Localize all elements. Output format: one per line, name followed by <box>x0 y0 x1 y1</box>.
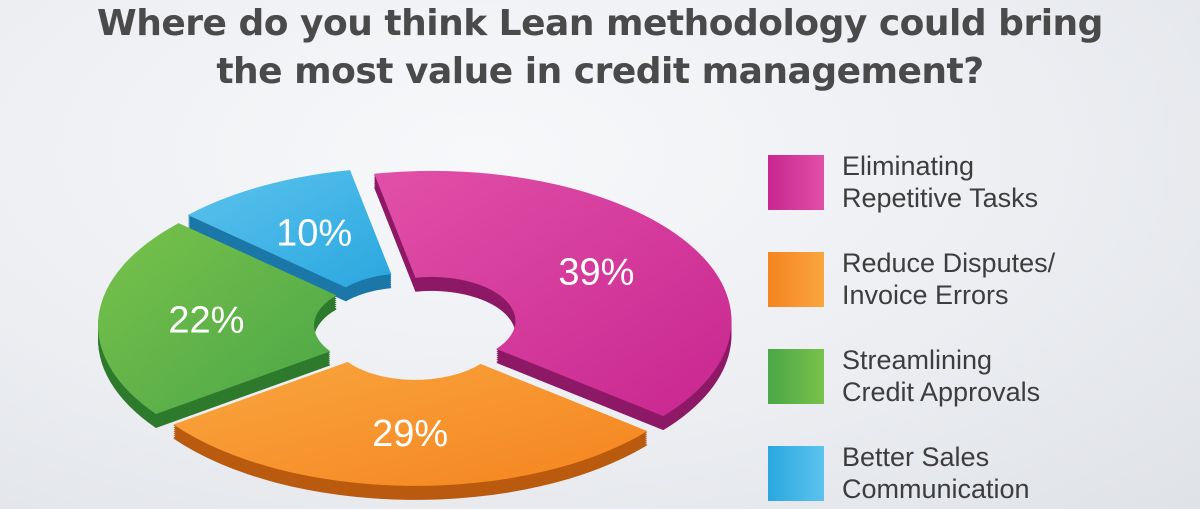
value-label-1: 29% <box>372 413 448 455</box>
legend-item-eliminating-repetitive-tasks: Eliminating Repetitive Tasks <box>768 150 1188 213</box>
donut-chart: 39% 29% 22% 10% <box>98 170 732 500</box>
legend-label-line: Repetitive Tasks <box>842 183 1039 213</box>
value-label-3: 10% <box>276 213 352 255</box>
legend-item-streamlining-credit-approvals: Streamlining Credit Approvals <box>768 344 1188 407</box>
slice-top-3 <box>187 170 392 288</box>
chart-title: Where do you think Lean methodology coul… <box>0 0 1200 96</box>
value-labels: 39% 29% 22% 10% <box>168 213 634 455</box>
value-label-2: 22% <box>168 300 244 342</box>
legend-item-better-sales-communication: Better Sales Communication <box>768 441 1188 504</box>
legend-item-reduce-disputes: Reduce Disputes/ Invoice Errors <box>768 247 1188 310</box>
legend-swatch <box>768 155 824 210</box>
legend-label-line: Reduce Disputes/ <box>842 248 1056 278</box>
legend-label-line: Better Sales <box>842 442 990 472</box>
legend-label-line: Streamlining <box>842 345 993 375</box>
chart-title-line-2: the most value in credit management? <box>216 51 984 92</box>
legend-swatch <box>768 446 824 501</box>
legend-label-line: Communication <box>842 474 1030 504</box>
slice-tops <box>98 170 732 486</box>
slice-top-2 <box>98 223 337 414</box>
legend-swatch <box>768 349 824 404</box>
legend-swatch <box>768 252 824 307</box>
legend-label-line: Credit Approvals <box>842 377 1041 407</box>
legend-label-line: Eliminating <box>842 151 975 181</box>
slice-top-0 <box>374 170 732 417</box>
chart-title-line-1: Where do you think Lean methodology coul… <box>97 3 1103 44</box>
slice-top-1 <box>173 361 648 486</box>
value-label-0: 39% <box>558 251 634 293</box>
legend-label-line: Invoice Errors <box>842 280 1009 310</box>
